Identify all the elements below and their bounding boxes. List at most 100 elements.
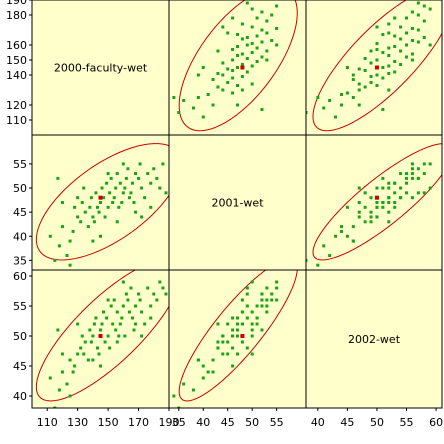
data-point-60 xyxy=(393,16,397,20)
data-point-57 xyxy=(99,364,102,368)
data-point-26 xyxy=(363,191,367,195)
data-point-0 xyxy=(306,111,308,114)
data-point-21 xyxy=(387,64,391,68)
data-point-55 xyxy=(316,96,320,99)
cell-r0-c1 xyxy=(168,0,307,136)
data-point-33 xyxy=(387,181,391,185)
data-point-13 xyxy=(381,76,385,80)
cell-background xyxy=(169,270,306,408)
data-point-30 xyxy=(410,52,414,56)
left-tick-label: 190 xyxy=(6,0,27,7)
data-point-20 xyxy=(226,67,230,71)
data-point-19 xyxy=(236,66,239,69)
data-point-37 xyxy=(250,334,254,338)
data-point-0 xyxy=(53,258,57,262)
left-tick-label: 35 xyxy=(13,254,27,267)
left-tick-label: 110 xyxy=(6,114,27,127)
data-point-55 xyxy=(172,394,176,398)
data-point-27 xyxy=(111,322,115,326)
data-point-56 xyxy=(357,186,361,190)
data-point-23 xyxy=(102,310,106,314)
data-point-54 xyxy=(381,176,385,180)
plot-area xyxy=(172,270,298,408)
confidence-ellipse xyxy=(178,270,298,402)
data-point-46 xyxy=(410,27,414,30)
data-point-27 xyxy=(387,54,391,57)
data-point-13 xyxy=(88,205,92,209)
data-point-34 xyxy=(121,191,125,195)
data-point-62 xyxy=(275,43,279,47)
data-point-67 xyxy=(416,191,420,195)
data-point-25 xyxy=(393,60,397,63)
data-point-4 xyxy=(182,382,186,386)
data-point-56 xyxy=(250,352,254,356)
data-point-59 xyxy=(226,31,230,35)
data-point-30 xyxy=(240,52,244,56)
data-point-36 xyxy=(416,40,420,44)
data-point-15 xyxy=(89,340,93,344)
data-point-54 xyxy=(381,108,385,111)
bottom-tick-label: 40 xyxy=(196,416,210,429)
data-point-20 xyxy=(357,210,361,214)
data-point-7 xyxy=(76,215,80,219)
data-point-55 xyxy=(172,96,176,99)
bottom-tick-label: 60 xyxy=(429,416,443,429)
data-point-21 xyxy=(100,186,104,190)
data-point-61 xyxy=(76,322,80,326)
bottom-tick-label: 130 xyxy=(67,416,88,429)
data-point-19 xyxy=(381,66,385,69)
data-point-23 xyxy=(240,63,244,66)
data-point-56 xyxy=(82,186,86,190)
data-point-19 xyxy=(99,328,102,332)
data-point-44 xyxy=(137,292,141,296)
data-point-32 xyxy=(115,172,119,176)
data-point-40 xyxy=(130,316,134,320)
data-point-29 xyxy=(114,186,118,190)
confidence-ellipse xyxy=(312,0,442,132)
data-point-62 xyxy=(121,162,125,166)
data-point-3 xyxy=(211,103,215,107)
data-point-17 xyxy=(95,205,99,209)
data-point-57 xyxy=(201,66,205,69)
data-point-15 xyxy=(369,196,373,200)
data-point-23 xyxy=(102,196,106,200)
data-point-22 xyxy=(369,215,373,219)
data-point-10 xyxy=(226,340,230,344)
data-point-1 xyxy=(322,244,326,248)
mean-point xyxy=(374,65,379,70)
data-point-49 xyxy=(255,16,259,20)
cell-r2-c1 xyxy=(168,269,307,409)
data-point-65 xyxy=(196,73,200,77)
cell-r0-c2 xyxy=(305,0,443,136)
data-point-27 xyxy=(236,54,239,57)
data-point-59 xyxy=(387,210,391,214)
left-tick-label: 55 xyxy=(13,300,27,313)
cell-r0-c0: 2000-faculty-wet xyxy=(31,0,170,136)
data-point-52 xyxy=(250,7,254,11)
data-point-12 xyxy=(211,358,215,362)
data-point-31 xyxy=(375,48,379,51)
data-point-17 xyxy=(363,69,367,72)
data-point-3 xyxy=(60,370,64,374)
data-point-42 xyxy=(265,31,269,35)
bottom-tick-label: 170 xyxy=(128,416,149,429)
data-point-14 xyxy=(221,73,225,77)
data-point-48 xyxy=(265,286,269,290)
bottom-tick-label: 190 xyxy=(159,416,180,429)
cell-frame xyxy=(305,269,443,409)
diagonal-label-2001-wet: 2001-wet xyxy=(211,197,264,210)
confidence-ellipse xyxy=(35,270,169,402)
data-point-9 xyxy=(216,346,220,350)
data-point-50 xyxy=(152,167,156,171)
data-point-2 xyxy=(48,234,52,238)
data-point-12 xyxy=(211,78,215,81)
data-point-33 xyxy=(118,181,122,185)
data-point-33 xyxy=(255,46,259,50)
bottom-tick-label: 40 xyxy=(311,416,325,429)
data-point-43 xyxy=(381,33,385,36)
cell-background xyxy=(306,135,442,270)
confidence-ellipse xyxy=(312,143,442,261)
data-point-48 xyxy=(422,19,426,23)
data-point-46 xyxy=(138,298,142,302)
data-point-56 xyxy=(82,352,86,356)
